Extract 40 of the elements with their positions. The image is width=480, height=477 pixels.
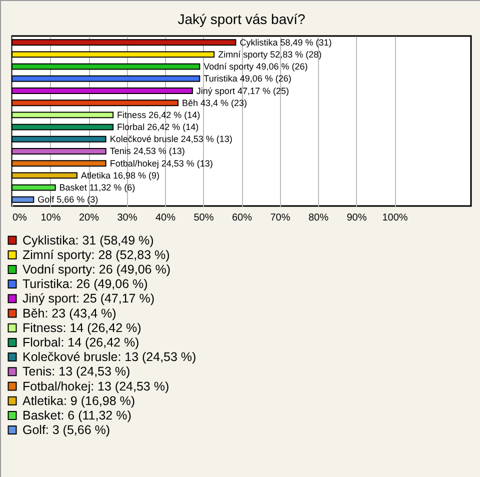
data-label: Kolečkové brusle 24,53 % (13) xyxy=(110,134,232,144)
x-tick-label: 100% xyxy=(382,212,408,224)
legend-label: Zimní sporty: 28 (52,83 %) xyxy=(22,248,170,262)
legend-label: Florbal: 14 (26,42 %) xyxy=(22,335,140,350)
x-tick-label: 60% xyxy=(232,212,252,224)
x-tick-label: 70% xyxy=(270,212,290,224)
legend-label: Basket: 6 (11,32 %) xyxy=(22,408,132,422)
chart-title: Jaký sport vás baví? xyxy=(178,11,306,27)
data-label: Florbal 26,42 % (14) xyxy=(117,122,199,132)
x-tick-label: 40% xyxy=(155,212,176,224)
data-label: Vodní sporty 49,06 % (26) xyxy=(204,62,308,72)
data-label: Běh 43,4 % (23) xyxy=(182,98,248,108)
legend-label: Turistika: 26 (49,06 %) xyxy=(22,277,148,292)
x-tick-label: 10% xyxy=(40,212,61,224)
data-label: Fotbal/hokej 24,53 % (13) xyxy=(110,158,213,168)
legend-label: Fitness: 14 (26,42 %) xyxy=(22,320,142,335)
data-label: Turistika 49,06 % (26) xyxy=(204,74,292,84)
legend-label: Golf: 3 (5,66 %) xyxy=(22,423,110,438)
data-label: Golf 5,66 % (3) xyxy=(38,194,98,205)
legend-label: Atletika: 9 (16,98 %) xyxy=(22,394,136,408)
data-label: Basket 11,32 % (6) xyxy=(59,182,136,193)
legend-label: Vodní sporty: 26 (49,06 %) xyxy=(22,262,171,276)
data-label: Tenis 24,53 % (13) xyxy=(110,146,185,156)
x-tick-label: 50% xyxy=(194,212,214,224)
data-label: Atletika 16,98 % (9) xyxy=(80,170,160,180)
legend-label: Tenis: 13 (24,53 %) xyxy=(22,364,130,379)
data-label: Zimní sporty 52,83 % (28) xyxy=(218,49,322,60)
data-label: Fitness 26,42 % (14) xyxy=(117,110,200,120)
x-tick-label: 20% xyxy=(78,212,100,224)
legend-label: Cyklistika: 31 (58,49 %) xyxy=(22,233,154,248)
x-tick-label: 0% xyxy=(12,212,28,224)
x-tick-label: 90% xyxy=(346,212,367,224)
x-tick-label: 80% xyxy=(308,212,329,224)
legend-label: Fotbal/hokej: 13 (24,53 %) xyxy=(22,379,170,394)
legend-label: Běh: 23 (43,4 %) xyxy=(22,306,116,320)
legend-label: Kolečkové brusle: 13 (24,53 %) xyxy=(22,350,196,364)
x-tick-label: 30% xyxy=(117,212,138,224)
data-label: Jiný sport 47,17 % (25) xyxy=(196,86,289,96)
data-label: Cyklistika 58,49 % (31) xyxy=(240,37,332,48)
legend-label: Jiný sport: 25 (47,17 %) xyxy=(22,292,155,306)
